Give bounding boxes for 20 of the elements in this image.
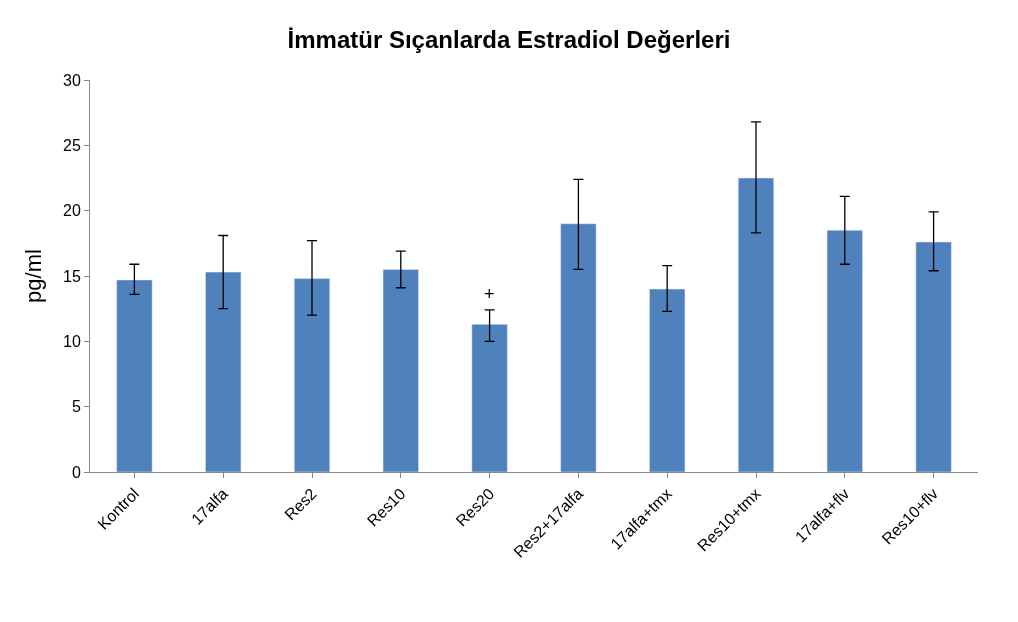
bar: [826, 230, 863, 472]
y-axis-title: pg/ml: [20, 249, 46, 303]
bar: [205, 271, 242, 472]
annotation: +: [484, 284, 495, 304]
y-tick-label: 30: [63, 71, 81, 89]
bar: [293, 278, 331, 472]
bar: [560, 223, 597, 472]
y-tick-label: 0: [71, 463, 81, 481]
y-tick-label: 15: [63, 267, 81, 285]
chart-title: İmmatür Sıçanlarda Estradiol Değerleri: [287, 25, 731, 53]
bar: [382, 269, 419, 472]
bar: [116, 279, 153, 472]
bar: [649, 288, 686, 472]
y-tick-label: 25: [63, 136, 81, 154]
bar: [915, 241, 952, 472]
bar: [471, 324, 508, 472]
y-tick-label: 20: [63, 202, 81, 220]
y-tick-label: 5: [71, 398, 81, 416]
bar: [737, 177, 775, 472]
y-tick-label: 10: [63, 332, 81, 350]
